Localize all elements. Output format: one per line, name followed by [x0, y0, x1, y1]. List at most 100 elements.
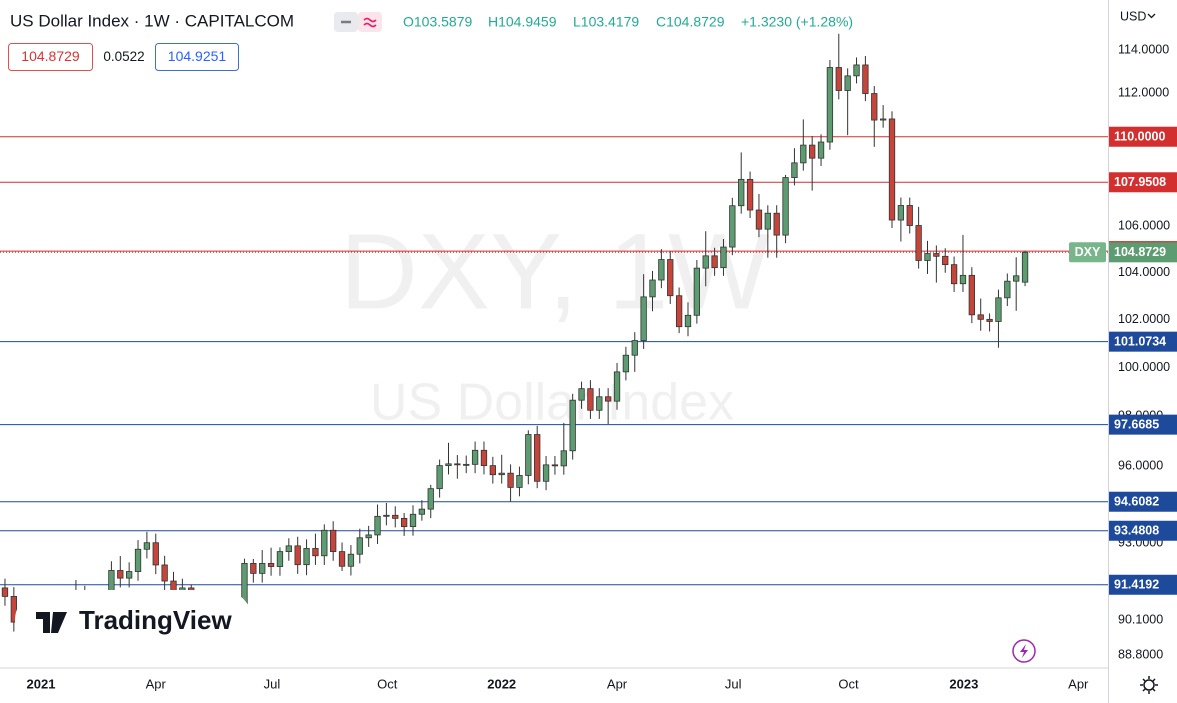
- candle-body: [436, 465, 443, 490]
- candle-body: [738, 178, 745, 207]
- candle-body: [924, 253, 931, 261]
- level-tag-label: 110.0000: [1114, 130, 1165, 144]
- candle-body: [498, 472, 505, 476]
- y-tick-label: 102.0000: [1118, 312, 1170, 326]
- bid-box[interactable]: [8, 43, 93, 71]
- level-tag: [1109, 520, 1177, 541]
- candle-body: [879, 118, 887, 121]
- x-tick-label: 2022: [487, 676, 516, 691]
- candle-body: [693, 267, 701, 316]
- candle-body: [463, 463, 470, 466]
- ask-price: 104.9251: [168, 48, 227, 64]
- candle-body: [134, 548, 142, 572]
- candle-body: [152, 542, 159, 566]
- candle-body: [977, 314, 984, 320]
- ask-box[interactable]: [155, 43, 239, 71]
- candle-body: [534, 434, 541, 482]
- y-tick-label: 112.0000: [1118, 85, 1169, 99]
- compare-button[interactable]: [358, 12, 382, 32]
- candle-body: [312, 548, 319, 557]
- level-tag-label: 91.4192: [1114, 578, 1159, 592]
- settings-spokes: [1140, 676, 1158, 694]
- candle-body: [853, 64, 860, 77]
- candle-body: [755, 209, 763, 230]
- candle-body: [303, 548, 310, 566]
- candle-body: [888, 118, 896, 221]
- candle-body: [383, 514, 390, 517]
- candle-body: [959, 274, 967, 285]
- candle-body: [356, 537, 363, 555]
- candle-body: [631, 340, 638, 356]
- y-tick-label: 100.0000: [1118, 360, 1170, 374]
- candle-body: [995, 297, 1002, 322]
- candle-body: [684, 314, 692, 328]
- compare-icon: [363, 17, 377, 28]
- ohlc-close: C104.8729: [656, 14, 725, 30]
- candle-body: [835, 67, 842, 91]
- candle-body: [605, 396, 612, 402]
- candle-body: [658, 259, 665, 281]
- logo-box[interactable]: [15, 590, 252, 651]
- candle-body: [516, 475, 523, 488]
- candle-body: [418, 508, 426, 515]
- y-tick-label: 88.8000: [1118, 647, 1163, 661]
- candle-body: [950, 264, 958, 285]
- candle-body: [942, 255, 949, 266]
- candle-body: [720, 246, 727, 269]
- candle-body: [764, 212, 771, 230]
- watermark-sub: US Dollar Index: [370, 374, 734, 432]
- candle-body: [622, 354, 630, 373]
- currency[interactable]: USD: [1120, 9, 1146, 23]
- candle-body: [915, 225, 922, 261]
- candle-body: [844, 75, 851, 91]
- candle-body: [374, 515, 381, 536]
- candle-body: [489, 465, 496, 476]
- candle-body: [276, 551, 284, 567]
- candle-body: [250, 562, 257, 574]
- candle-body: [649, 279, 656, 298]
- level-tag: [1109, 491, 1177, 512]
- x-tick-label: Jul: [725, 676, 742, 691]
- candle-body: [773, 212, 780, 236]
- candle-body: [10, 596, 17, 623]
- symbol-tag: [1069, 242, 1106, 263]
- logo-dot: [53, 613, 61, 621]
- candle-body: [161, 564, 168, 582]
- candle-body: [471, 449, 479, 465]
- candle-body: [596, 396, 603, 411]
- candle-body: [782, 177, 789, 236]
- candle-body: [392, 514, 399, 519]
- currency-arrow: [1147, 13, 1156, 19]
- candle-body: [126, 571, 133, 579]
- candle-body: [1013, 275, 1020, 282]
- level-tag: [1109, 331, 1177, 352]
- candle-body: [817, 141, 825, 159]
- candle-body: [365, 534, 372, 539]
- candle-body: [826, 67, 834, 143]
- price-tags: 110.0000107.9508104.9249101.073497.66859…: [1069, 126, 1177, 595]
- candle-body: [409, 513, 417, 528]
- y-tick-label: 104.0000: [1118, 265, 1170, 279]
- x-tick-label: 2023: [949, 676, 978, 691]
- candle-body: [675, 295, 683, 328]
- candle-body: [702, 255, 709, 269]
- candle-body: [746, 178, 754, 211]
- candle-body: [1004, 280, 1011, 299]
- candle-body: [569, 399, 576, 452]
- settings-icon[interactable]: [1143, 679, 1155, 691]
- ohlc-open: O103.5879: [403, 14, 472, 30]
- x-tick-label: Apr: [607, 676, 628, 691]
- candle-body: [427, 488, 434, 510]
- candle-body: [587, 388, 594, 411]
- candle-body: [321, 529, 328, 557]
- candle-body: [507, 472, 514, 488]
- alert-bolt: [1020, 644, 1028, 658]
- candle-body: [933, 253, 940, 257]
- candle-body: [791, 162, 798, 178]
- candle-body: [285, 545, 292, 552]
- x-tick-label: Apr: [146, 676, 167, 691]
- axes: 114.0000 112.0000 106.0000 104.0000 102.0000…: [27, 43, 1171, 692]
- y-tick-label: 96.0000: [1118, 459, 1163, 473]
- x-tick-label: Apr: [1068, 676, 1089, 691]
